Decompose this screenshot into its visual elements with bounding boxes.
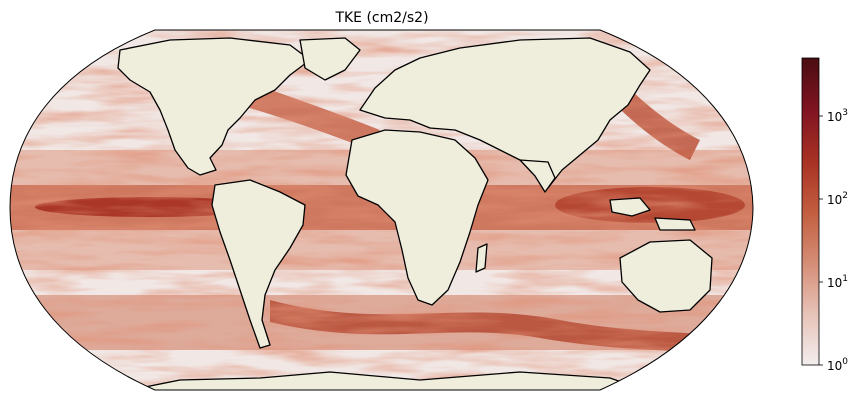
- colorbar-tick-label: 103: [827, 108, 848, 124]
- map-area: [10, 30, 753, 390]
- colorbar-tick-exponent: 0: [842, 357, 848, 367]
- map-title: TKE (cm2/s2): [334, 10, 428, 26]
- colorbar-tick-label: 102: [827, 191, 848, 207]
- land: [117, 37, 713, 390]
- colorbar-tick-label: 101: [827, 274, 848, 290]
- indonesia-islands: [609, 197, 696, 231]
- colorbar-tick-base: 10: [827, 193, 842, 207]
- greenland-landmass: [299, 37, 361, 81]
- india-landmass: [519, 159, 556, 193]
- colorbar-tick-base: 10: [827, 276, 842, 290]
- south-america-landmass: [211, 179, 306, 349]
- colorbar-tick-base: 10: [827, 359, 842, 373]
- madagascar-landmass: [475, 243, 488, 273]
- colorbar-bar: [801, 57, 820, 366]
- australia-landmass: [619, 239, 713, 313]
- europe-asia-landmass: [359, 37, 651, 189]
- colorbar-tick-exponent: 3: [842, 108, 848, 118]
- colorbar-tick-exponent: 1: [842, 274, 848, 284]
- globe-outline: [9, 29, 754, 391]
- colorbar-tick-label: 100: [827, 357, 848, 373]
- north-america-landmass: [117, 37, 311, 176]
- colorbar-tick-base: 10: [827, 110, 842, 124]
- colorbar-tick-exponent: 2: [842, 191, 848, 201]
- africa-landmass: [345, 129, 489, 306]
